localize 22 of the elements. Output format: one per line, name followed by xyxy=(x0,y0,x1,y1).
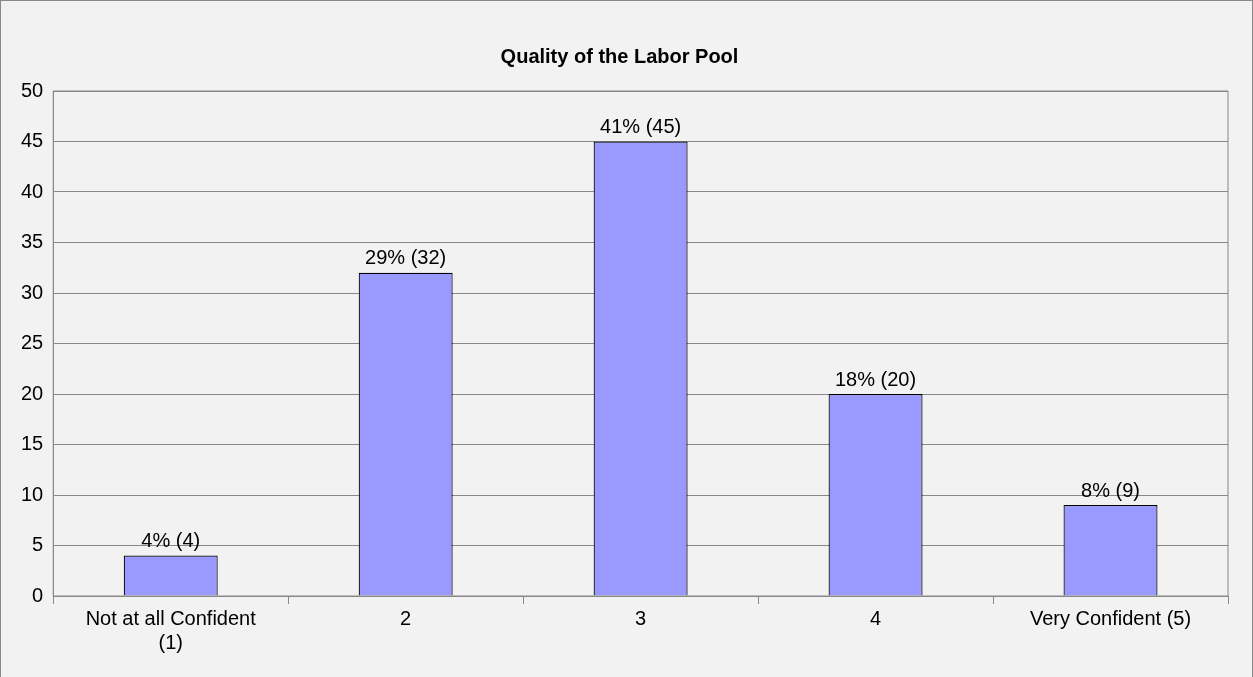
x-tick-label: 4 xyxy=(870,606,882,629)
y-tick-label: 40 xyxy=(21,179,44,202)
y-tick-label: 20 xyxy=(21,381,44,404)
data-label: 29% (32) xyxy=(365,246,447,269)
x-tick-label: 3 xyxy=(635,606,647,629)
data-label: 4% (4) xyxy=(141,529,201,552)
y-tick-label: 35 xyxy=(21,230,44,253)
y-tick-label: 25 xyxy=(21,331,44,354)
y-tick-label: 50 xyxy=(21,78,44,101)
data-label: 8% (9) xyxy=(1081,478,1140,501)
y-tick-label: 15 xyxy=(21,432,44,455)
y-tick-label: 45 xyxy=(21,129,44,152)
y-tick-label: 10 xyxy=(21,482,44,505)
y-tick-label: 0 xyxy=(32,583,44,606)
data-label: 18% (20) xyxy=(835,367,917,390)
chart-title: Quality of the Labor Pool xyxy=(500,44,739,67)
y-tick-label: 5 xyxy=(32,533,44,556)
x-tick-label: Not at all Confident (1) xyxy=(85,606,257,653)
data-label: 41% (45) xyxy=(600,115,682,138)
x-tick-label: Very Confident (5) xyxy=(1029,606,1192,629)
x-tick-label: 2 xyxy=(400,606,412,629)
y-tick-label: 30 xyxy=(21,280,44,303)
